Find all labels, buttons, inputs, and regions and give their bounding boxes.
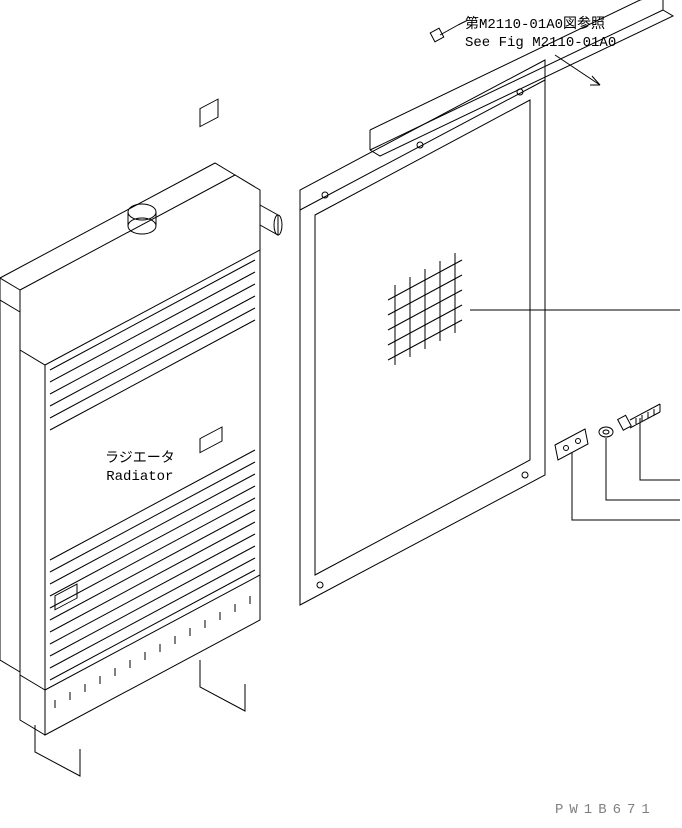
radiator-label-jp: ラジエータ (105, 451, 175, 467)
diagram-canvas (0, 0, 682, 828)
hardware-group (555, 404, 680, 520)
reference-label-en: See Fig M2110-01A0 (465, 35, 616, 51)
radiator-label-en: Radiator (106, 469, 173, 485)
radiator (0, 99, 282, 776)
watermark: PW1B671 (555, 802, 656, 818)
radiator-label: ラジエータ Radiator (105, 450, 175, 486)
reference-label-jp: 第M2110-01A0図参照 (465, 17, 605, 33)
reference-label: 第M2110-01A0図参照 See Fig M2110-01A0 (465, 16, 616, 52)
guard-panel (300, 60, 680, 605)
bolt-top (430, 20, 468, 42)
bolt-side (618, 404, 660, 430)
